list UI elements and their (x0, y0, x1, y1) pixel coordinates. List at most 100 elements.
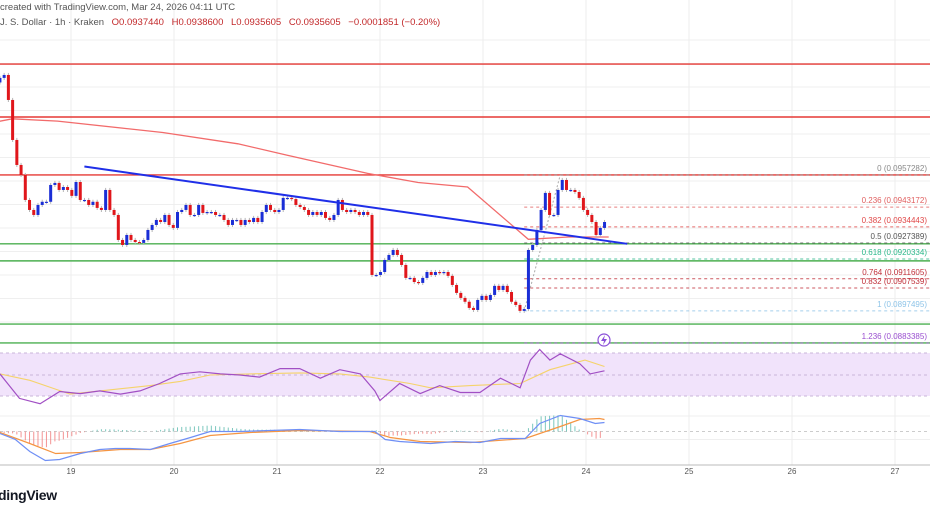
candle-bullish (362, 212, 366, 215)
candle-bearish (247, 219, 251, 223)
candle-bullish (176, 212, 180, 228)
trendline[interactable] (84, 165, 628, 245)
candle-bullish (91, 201, 95, 205)
macd-signal-line (0, 417, 605, 455)
candle-bearish (298, 204, 302, 208)
ohlc-high: H0.0938600 (171, 17, 224, 28)
candle-bullish (163, 214, 167, 223)
candle-bullish (560, 179, 564, 190)
candles (0, 72, 607, 313)
candle-bullish (0, 77, 2, 83)
fib-level-label: 0 (0.0957282) (877, 164, 927, 173)
macd-line (0, 414, 605, 462)
candle-bullish (480, 295, 484, 300)
fib-level-label: 1 (0.0897495) (877, 299, 927, 309)
candle-bullish (425, 272, 429, 278)
candle-bearish (121, 239, 125, 245)
candle-bearish (32, 209, 36, 215)
candle-bullish (44, 201, 48, 203)
candle-bullish (260, 212, 264, 223)
ohlc-open: O0.0937440 (111, 17, 164, 28)
candle-bearish (294, 199, 298, 205)
candle-bullish (2, 74, 6, 78)
candle-bearish (510, 292, 514, 302)
candle-bearish (400, 254, 404, 265)
date-tick-label: 23 (478, 467, 488, 476)
candle-bullish (598, 227, 602, 235)
candle-bullish (197, 204, 201, 215)
candle-bullish (40, 201, 44, 205)
candle-bullish (336, 199, 340, 215)
candle-bearish (66, 187, 70, 190)
ohlc-change: −0.0001851 (−0.20%) (348, 17, 441, 28)
candle-bullish (53, 182, 57, 185)
candle-bearish (370, 214, 374, 275)
candle-bullish (387, 254, 391, 260)
candle-bearish (353, 209, 357, 213)
candle-bearish (214, 212, 218, 215)
candle-bullish (146, 229, 150, 240)
candle-bearish (467, 301, 471, 308)
candle-bearish (577, 192, 581, 198)
candle-bullish (277, 209, 281, 213)
candle-bearish (450, 275, 454, 285)
candle-bearish (201, 204, 205, 213)
tradingview-logo: dingView (0, 487, 57, 503)
candle-bullish (230, 219, 234, 225)
candle-bullish (421, 277, 425, 283)
date-tick-label: 26 (787, 467, 797, 476)
candle-bearish (167, 214, 171, 225)
candle-bearish (594, 222, 598, 235)
fibonacci-retracement[interactable] (523, 174, 930, 344)
candle-bullish (531, 244, 535, 250)
candle-bullish (285, 197, 289, 200)
candle-bullish (150, 224, 154, 230)
candle-bearish (19, 164, 23, 175)
candle-bearish (256, 217, 260, 223)
date-tick-label: 19 (66, 467, 76, 476)
fib-level-label: 0.5 (0.0927389) (870, 231, 928, 241)
candle-bearish (188, 204, 192, 215)
candle-bullish (442, 272, 446, 274)
candle-bearish (581, 197, 585, 210)
candle-bullish (252, 217, 256, 223)
candle-bearish (518, 304, 522, 311)
candle-bearish (137, 242, 141, 244)
date-tick-label: 24 (581, 467, 591, 476)
candle-bullish (408, 277, 412, 280)
candle-bearish (471, 307, 475, 310)
macd-indicator (0, 414, 930, 462)
fib-level-label: 0.618 (0.0920334) (861, 247, 927, 257)
candle-bullish (539, 209, 543, 230)
candle-bearish (455, 284, 459, 293)
candle-bullish (556, 189, 560, 215)
candle-bullish (319, 212, 323, 215)
candle-bearish (357, 212, 361, 215)
candle-bearish (11, 99, 15, 140)
candle-bearish (514, 301, 518, 305)
date-tick-label: 25 (684, 467, 694, 476)
candle-bearish (133, 239, 137, 243)
candle-bullish (154, 219, 158, 225)
candle-bullish (243, 219, 247, 225)
candle-bearish (548, 192, 552, 215)
candle-bearish (302, 207, 306, 210)
candle-bearish (15, 139, 19, 165)
candle-bullish (235, 219, 239, 222)
candle-bearish (328, 217, 332, 220)
candle-bullish (142, 239, 146, 243)
candle-bullish (311, 212, 315, 215)
fib-anchor-line (523, 174, 561, 312)
candle-bullish (104, 189, 108, 210)
moving-average (0, 118, 609, 240)
rsi-line (0, 348, 605, 405)
candle-bullish (205, 212, 209, 214)
candle-bullish (61, 187, 65, 190)
candle-bullish (36, 204, 40, 215)
fib-level-label: 0.236 (0.0943172) (861, 196, 927, 206)
candle-bullish (543, 192, 547, 210)
candle-bullish (332, 214, 336, 220)
candle-bullish (501, 285, 505, 290)
lightning-icon[interactable] (597, 333, 611, 347)
